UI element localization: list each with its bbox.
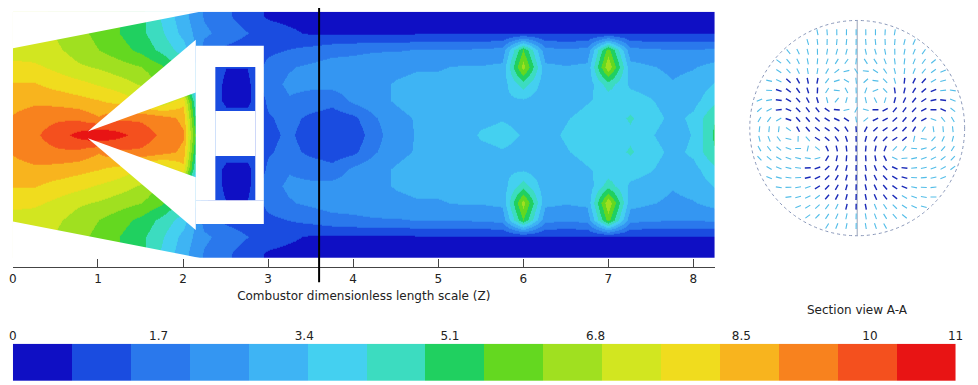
svg-text:8: 8 <box>690 272 698 286</box>
svg-text:2: 2 <box>179 272 187 286</box>
svg-text:5: 5 <box>434 272 442 286</box>
svg-text:4: 4 <box>349 272 357 286</box>
svg-text:1: 1 <box>94 272 102 286</box>
svg-text:0: 0 <box>9 272 17 286</box>
svg-text:6.8: 6.8 <box>586 329 605 343</box>
svg-text:3.4: 3.4 <box>295 329 314 343</box>
svg-text:6: 6 <box>519 272 527 286</box>
svg-text:Section view A-A: Section view A-A <box>807 303 908 317</box>
svg-text:7: 7 <box>604 272 612 286</box>
svg-text:Combustor dimensionless length: Combustor dimensionless length scale (Z) <box>237 289 490 303</box>
svg-text:10: 10 <box>862 329 877 343</box>
svg-text:3: 3 <box>264 272 272 286</box>
svg-text:0: 0 <box>9 329 17 343</box>
svg-text:5.1: 5.1 <box>440 329 459 343</box>
svg-text:8.5: 8.5 <box>732 329 751 343</box>
svg-text:11: 11 <box>948 329 963 343</box>
svg-text:1.7: 1.7 <box>149 329 168 343</box>
